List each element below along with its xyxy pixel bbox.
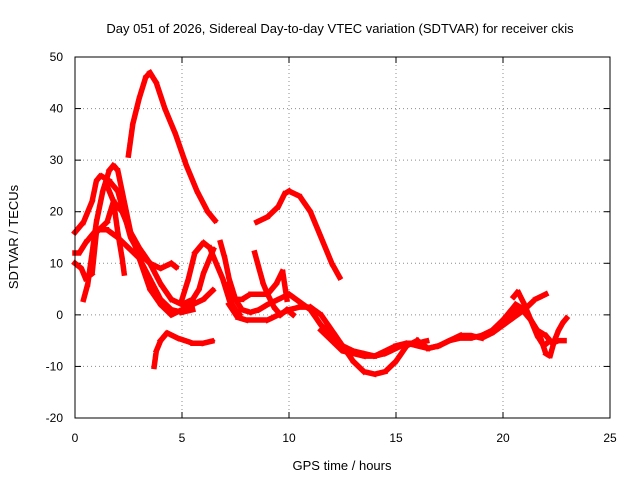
series-pass-13	[253, 187, 345, 283]
series-pass-3	[72, 227, 197, 316]
series-markers	[225, 300, 422, 378]
y-tick-label: -10	[46, 359, 64, 373]
series-line	[219, 241, 430, 358]
y-tick-label: 0	[56, 308, 63, 322]
series-markers	[125, 67, 221, 226]
series-markers	[71, 172, 182, 273]
x-tick-label: 10	[282, 431, 296, 445]
y-tick-label: -20	[46, 411, 64, 425]
series-pass-6	[125, 67, 221, 226]
tick-labels: 0 5 10 15 20 25 -20 -10 0 10 20 30 40 50	[46, 50, 617, 445]
series-pass-17	[509, 286, 554, 350]
x-tick-label: 15	[389, 431, 403, 445]
series-markers	[72, 227, 197, 316]
series-pass-7	[151, 329, 218, 370]
y-tick-label: 20	[50, 205, 64, 219]
x-tick-label: 0	[72, 431, 79, 445]
plot-frame	[74, 56, 611, 419]
series-pass-10	[225, 261, 291, 303]
series-markers	[103, 182, 128, 277]
series-markers	[80, 160, 218, 308]
series-markers	[151, 329, 218, 370]
x-axis-label: GPS time / hours	[293, 458, 392, 473]
plot-area	[71, 67, 572, 378]
series-markers	[217, 239, 432, 359]
y-tick-label: 10	[50, 256, 64, 270]
series-pass-4	[80, 160, 218, 308]
series-markers	[253, 187, 345, 283]
series-pass-9	[217, 239, 432, 359]
x-tick-label: 5	[179, 431, 186, 445]
y-tick-label: 40	[50, 102, 64, 116]
y-tick-label: 30	[50, 153, 64, 167]
series-markers	[225, 261, 291, 303]
series-line	[255, 189, 342, 280]
y-axis-label: SDTVAR / TECUs	[6, 184, 21, 289]
grid	[75, 57, 610, 418]
series-markers	[509, 286, 554, 350]
y-tick-label: 50	[50, 50, 64, 64]
series-pass-12	[225, 300, 422, 378]
chart-title: Day 051 of 2026, Sidereal Day-to-day VTE…	[106, 21, 574, 36]
series-pass-5	[103, 182, 128, 277]
series-pass-1	[71, 172, 182, 273]
x-tick-label: 20	[496, 431, 510, 445]
x-tick-label: 25	[603, 431, 617, 445]
